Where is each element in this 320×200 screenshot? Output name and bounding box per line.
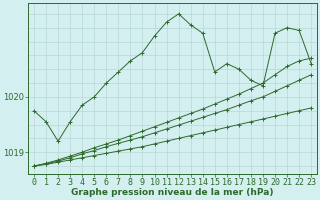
X-axis label: Graphe pression niveau de la mer (hPa): Graphe pression niveau de la mer (hPa) [71, 188, 274, 197]
